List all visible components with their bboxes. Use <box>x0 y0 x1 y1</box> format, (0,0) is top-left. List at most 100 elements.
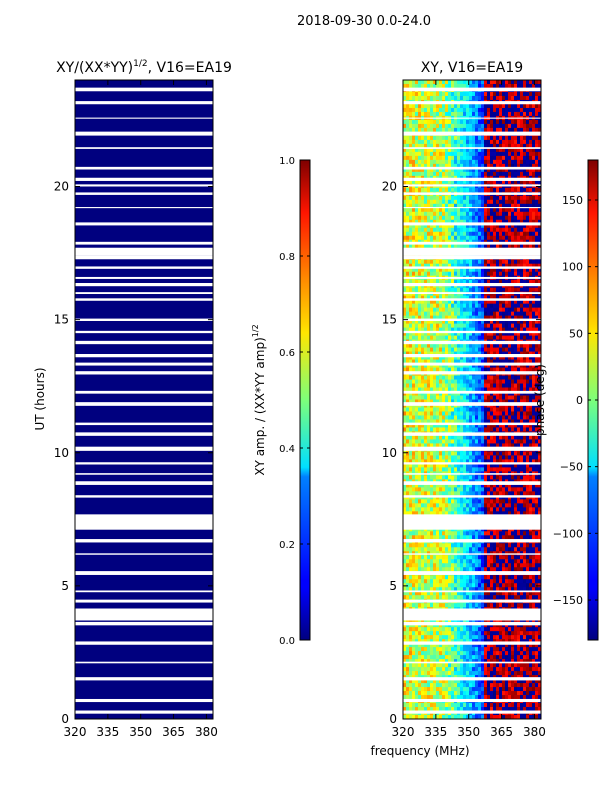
panel2-cell <box>418 435 422 440</box>
panel2-cell <box>451 691 455 696</box>
panel2-cell <box>406 95 410 101</box>
panel2-cell <box>466 691 470 696</box>
panel2-cell <box>487 575 491 580</box>
panel2-cell <box>445 163 449 169</box>
panel2-cell <box>412 679 416 684</box>
panel2-cell <box>448 271 452 277</box>
panel2-cell <box>436 311 440 317</box>
panel2-cell <box>406 399 410 404</box>
panel2-cell <box>436 379 440 384</box>
panel2-cell <box>430 227 434 233</box>
panel2-cell <box>478 679 482 684</box>
panel2-cell <box>406 715 410 719</box>
panel2-cell <box>445 491 449 496</box>
panel2-cell <box>412 587 416 592</box>
panel2-cell <box>490 543 494 548</box>
panel2-cell <box>451 451 455 456</box>
panel2-cell <box>490 227 494 233</box>
panel2-cell <box>490 243 494 249</box>
panel2-cell <box>412 655 416 660</box>
panel2-cell <box>433 199 437 205</box>
panel2-cell <box>439 595 443 600</box>
panel2-cell <box>409 311 413 317</box>
panel2-cell <box>448 219 452 225</box>
panel2-cell <box>466 359 470 364</box>
panel2-cell <box>415 591 419 596</box>
panel2-cell <box>418 195 422 201</box>
panel2-cell <box>469 407 473 412</box>
panel2-cell <box>430 303 434 309</box>
panel2-cell <box>472 579 476 584</box>
panel2-cell <box>436 587 440 592</box>
panel2-cell <box>466 395 470 400</box>
panel2-cell <box>421 491 425 496</box>
panel2-cell <box>427 563 431 568</box>
panel2-cell <box>466 171 470 177</box>
panel2-cell <box>493 295 497 301</box>
panel2-cell <box>487 695 491 700</box>
panel2-cell <box>445 123 449 129</box>
panel2-cell <box>430 535 434 540</box>
panel2-cell <box>475 411 479 416</box>
panel2-cell <box>430 263 434 269</box>
panel2-cell <box>463 199 467 205</box>
panel2-cell <box>406 391 410 396</box>
panel2-cell <box>442 399 446 404</box>
panel2-cell <box>490 179 494 185</box>
panel2-cell <box>412 103 416 109</box>
panel2-cell <box>412 187 416 193</box>
panel2-cell <box>403 535 407 540</box>
panel2-cell <box>472 667 476 672</box>
panel2-cell <box>445 419 449 424</box>
panel2-cell <box>415 595 419 600</box>
panel2-cell <box>460 387 464 392</box>
panel2-cell <box>427 443 431 448</box>
panel2-cell <box>448 491 452 496</box>
panel2-cell <box>469 643 473 648</box>
panel2-cell <box>493 231 497 237</box>
panel2-cell <box>430 475 434 480</box>
panel2-cell <box>457 647 461 652</box>
panel2-cell <box>433 667 437 672</box>
panel2-cell <box>442 411 446 416</box>
panel2-cell <box>415 695 419 700</box>
panel2-cell <box>484 487 488 492</box>
panel2-cell <box>439 439 443 444</box>
panel2-cell <box>412 695 416 700</box>
panel2-cell <box>430 659 434 664</box>
panel2-cell <box>424 139 428 145</box>
panel2-cell <box>418 387 422 392</box>
panel2-cell <box>442 695 446 700</box>
panel2-cell <box>463 95 467 101</box>
panel2-cell <box>427 171 431 177</box>
panel2-cell <box>448 343 452 348</box>
panel2-cell <box>442 303 446 309</box>
panel2-cell <box>439 267 443 273</box>
panel2-cell <box>406 451 410 456</box>
panel2-cell <box>484 151 488 157</box>
panel2-cell <box>439 103 443 109</box>
panel2-cell <box>439 703 443 708</box>
panel2-cell <box>469 83 473 89</box>
panel2-cell <box>454 295 458 301</box>
panel2-cell <box>445 575 449 580</box>
panel2-cell <box>490 483 494 488</box>
panel2-cell <box>454 331 458 336</box>
panel2-cell <box>481 563 485 568</box>
panel2-cell <box>448 415 452 420</box>
panel2-cell <box>445 111 449 117</box>
panel2-cell <box>475 103 479 109</box>
panel2-cell <box>421 639 425 644</box>
panel2-cell <box>493 155 497 161</box>
panel2-cell <box>451 167 455 173</box>
panel2-cell <box>421 683 425 688</box>
panel2-cell <box>418 299 422 305</box>
panel2-cell <box>433 95 437 101</box>
panel2-cell <box>493 299 497 305</box>
panel2-cell <box>448 315 452 321</box>
panel2-cell <box>448 231 452 237</box>
panel2-cell <box>463 559 467 564</box>
panel2-cell <box>460 679 464 684</box>
panel2-cell <box>454 91 458 97</box>
panel2-cell <box>472 259 476 265</box>
